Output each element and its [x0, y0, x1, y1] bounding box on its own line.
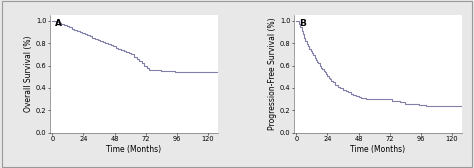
Y-axis label: Progression-Free Survival (%): Progression-Free Survival (%): [268, 18, 277, 130]
X-axis label: Time (Months): Time (Months): [350, 145, 406, 154]
X-axis label: Time (Months): Time (Months): [106, 145, 162, 154]
Text: A: A: [55, 19, 62, 28]
Text: B: B: [299, 19, 306, 28]
Y-axis label: Overall Survival (%): Overall Survival (%): [24, 36, 33, 112]
